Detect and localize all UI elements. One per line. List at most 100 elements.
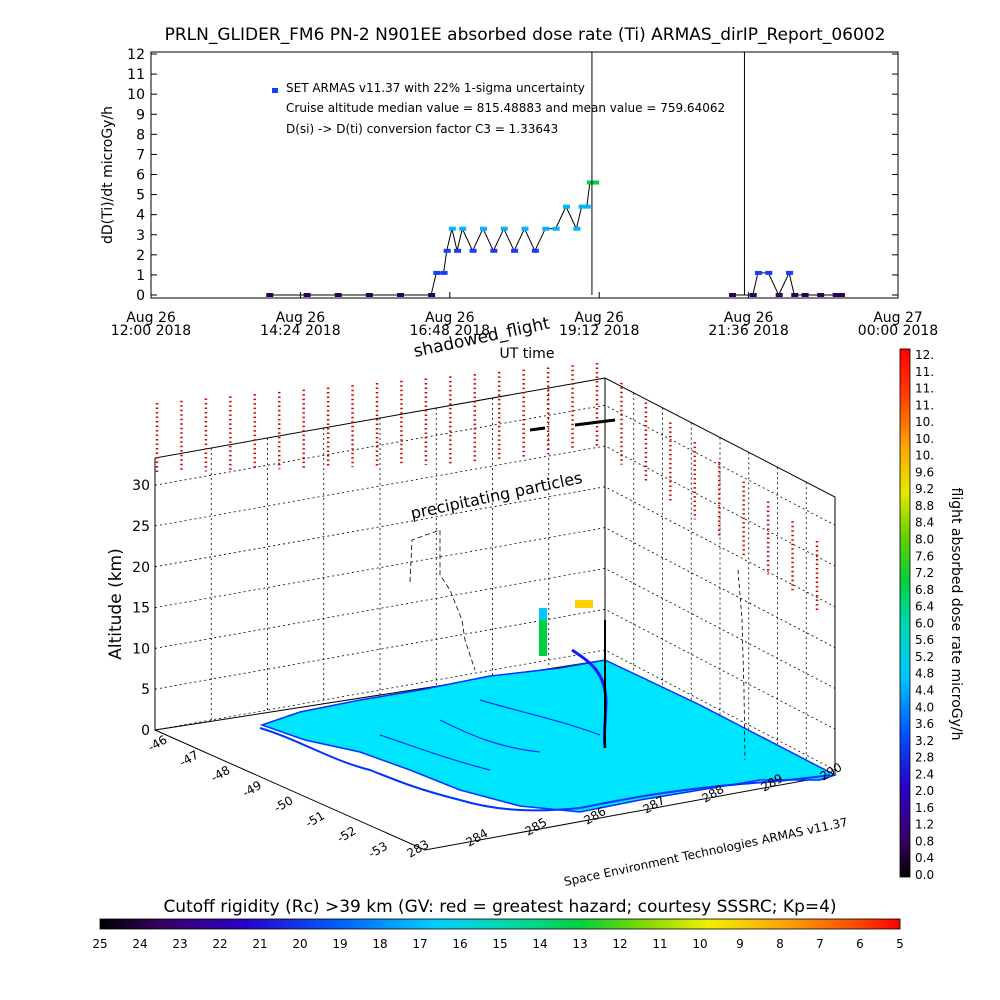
rigidity-tick-label: 10 <box>692 937 707 951</box>
dose-tick-label: 4.8 <box>915 667 934 681</box>
dose-tick-label: 9.2 <box>915 482 934 496</box>
rigidity-tick-label: 13 <box>572 937 587 951</box>
data-point <box>542 226 550 231</box>
latitude-tick-label: -52 <box>335 824 359 846</box>
data-point <box>563 204 570 209</box>
y-tick-label: 10 <box>127 87 145 103</box>
timeseries-y-label: dD(Ti)/dt microGy/h <box>100 106 116 244</box>
dose-tick-label: 10. <box>915 449 934 463</box>
altitude-gridline <box>154 608 836 730</box>
altitude-gridline <box>154 404 836 526</box>
rigidity-tick-label: 22 <box>212 937 227 951</box>
data-point <box>303 293 311 297</box>
latitude-tick-label: -53 <box>366 839 390 861</box>
dose-tick-label: 2.8 <box>915 751 934 765</box>
data-point <box>586 180 594 185</box>
data-point <box>500 226 508 231</box>
y-tick-label: 3 <box>136 228 145 244</box>
data-point <box>817 293 825 297</box>
data-point <box>440 270 448 275</box>
dose-tick-label: 12. <box>915 348 934 362</box>
altitude-tick-label: 25 <box>132 519 150 535</box>
rigidity-colorbar-ticks: 25 24 23 22 21 20 19 18 17 16 15 14 13 12 11 10 9 8 7 6 5 <box>92 937 903 951</box>
x-tick-day: Aug 26 <box>425 310 475 326</box>
precipitating-particles-annotation: precipitating particles <box>409 468 584 523</box>
data-point <box>433 270 441 275</box>
data-point <box>578 204 586 209</box>
dose-tick-label: 10. <box>915 432 934 446</box>
high-altitude-segment <box>529 418 616 432</box>
rigidity-tick-label: 23 <box>172 937 187 951</box>
rigidity-tick-label: 8 <box>776 937 784 951</box>
data-point <box>469 248 477 253</box>
coastline <box>259 727 831 812</box>
dose-colorbar-gradient <box>899 348 911 878</box>
map-floor <box>259 659 837 813</box>
flight-column-1 <box>539 608 547 656</box>
rigidity-tick-label: 16 <box>452 937 467 951</box>
altitude-tick-label: 0 <box>141 723 150 739</box>
data-point <box>428 293 436 297</box>
rigidity-tick-label: 12 <box>612 937 627 951</box>
dose-tick-label: 5.6 <box>915 633 934 647</box>
data-point <box>480 226 487 231</box>
data-point <box>454 248 462 253</box>
dose-tick-label: 11. <box>915 365 934 379</box>
legend-line-1: SET ARMAS v11.37 with 22% 1-sigma uncert… <box>286 81 585 95</box>
data-point <box>765 270 773 275</box>
dose-tick-label: 6.0 <box>915 616 934 630</box>
data-point <box>531 248 539 253</box>
y-tick-label: 12 <box>127 47 145 63</box>
dose-tick-label: 3.6 <box>915 717 934 731</box>
data-point <box>754 270 762 275</box>
rigidity-tick-label: 11 <box>652 937 667 951</box>
latitude-tick-label: -50 <box>272 793 296 815</box>
x-tick-day: Aug 27 <box>873 310 923 326</box>
dose-tick-label: 4.4 <box>915 683 934 697</box>
data-point <box>443 248 451 253</box>
data-point <box>837 293 845 297</box>
data-point <box>573 226 581 231</box>
y-tick-label: 9 <box>136 107 145 123</box>
data-point <box>552 226 560 231</box>
shadowed-track <box>409 529 476 671</box>
rigidity-tick-label: 21 <box>252 937 267 951</box>
y-tick-label: 1 <box>136 268 145 284</box>
dose-tick-label: 8.0 <box>915 533 934 547</box>
altitude-gridline <box>154 567 836 689</box>
data-point <box>791 293 799 297</box>
data-point <box>592 180 600 185</box>
dose-tick-label: 2.4 <box>915 767 934 781</box>
data-point <box>729 293 736 297</box>
dose-tick-label: 3.2 <box>915 734 934 748</box>
rigidity-tick-label: 6 <box>856 937 864 951</box>
data-point <box>832 293 840 297</box>
inland-channels <box>379 699 601 771</box>
legend-line-3: D(si) -> D(ti) conversion factor C3 = 1.… <box>286 122 558 136</box>
data-point <box>786 270 794 275</box>
data-point <box>397 293 404 297</box>
rigidity-tick-label: 25 <box>92 937 107 951</box>
data-point <box>459 226 467 231</box>
map-credit: Space Environment Technologies ARMAS v11… <box>563 815 849 889</box>
data-point <box>334 293 342 297</box>
rigidity-colorbar-label: Cutoff rigidity (Rc) >39 km (GV: red = g… <box>163 897 836 917</box>
series-line <box>269 182 841 297</box>
flight-track <box>409 418 746 761</box>
east-track <box>737 569 746 761</box>
data-point <box>365 293 373 297</box>
latitude-tick-label: -51 <box>303 808 327 830</box>
legend-line-2: Cruise altitude median value = 815.48883… <box>286 101 725 115</box>
dose-tick-label: 6.4 <box>915 600 934 614</box>
altitude-gridline <box>154 445 836 567</box>
altitude-tick-label: 15 <box>132 601 150 617</box>
data-point <box>511 248 519 253</box>
x-tick-day: Aug 26 <box>126 310 176 326</box>
figure-title: PRLN_GLIDER_FM6 PN-2 N901EE absorbed dos… <box>165 25 886 45</box>
x-tick-day: Aug 26 <box>276 310 326 326</box>
rigidity-tick-label: 7 <box>816 937 824 951</box>
timeseries-x-label: UT time <box>500 346 555 362</box>
